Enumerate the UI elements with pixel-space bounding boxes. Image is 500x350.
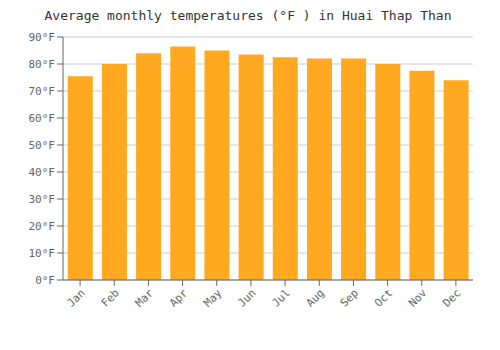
svg-text:Oct: Oct [372,286,395,309]
html-text:Average monthly temperatures (: Average monthly temperatures (°F ) in Hu… [44,8,452,23]
svg-text:Dec: Dec [440,286,463,309]
svg-text:Apr: Apr [167,286,191,310]
svg-text:Jul: Jul [269,286,292,309]
svg-text:70°F: 70°F [29,85,56,98]
svg-text:90°F: 90°F [29,31,56,44]
svg-text:50°F: 50°F [29,139,56,152]
svg-text:40°F: 40°F [29,166,56,179]
svg-text:Sep: Sep [338,286,361,309]
svg-text:Aug: Aug [304,286,327,309]
svg-text:Jan: Jan [64,286,87,309]
svg-text:Jun: Jun [235,286,258,309]
svg-text:30°F: 30°F [29,193,56,206]
svg-text:Nov: Nov [406,286,430,310]
svg-text:10°F: 10°F [29,247,56,260]
svg-text:Feb: Feb [99,286,122,309]
svg-text:80°F: 80°F [29,58,56,71]
svg-text:0°F: 0°F [35,274,55,287]
svg-text:20°F: 20°F [29,220,56,233]
svg-text:Mar: Mar [133,286,157,310]
svg-text:May: May [201,286,225,310]
svg-text:60°F: 60°F [29,112,56,125]
